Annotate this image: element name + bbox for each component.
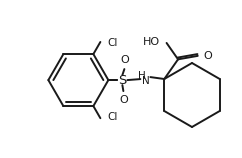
Text: Cl: Cl	[107, 38, 118, 48]
Text: O: O	[204, 51, 212, 61]
Text: O: O	[120, 55, 129, 65]
Text: Cl: Cl	[107, 112, 118, 122]
Text: HO: HO	[143, 37, 159, 47]
Text: S: S	[118, 74, 127, 87]
Text: O: O	[119, 95, 128, 105]
Text: H: H	[138, 71, 146, 81]
Text: N: N	[143, 76, 150, 86]
